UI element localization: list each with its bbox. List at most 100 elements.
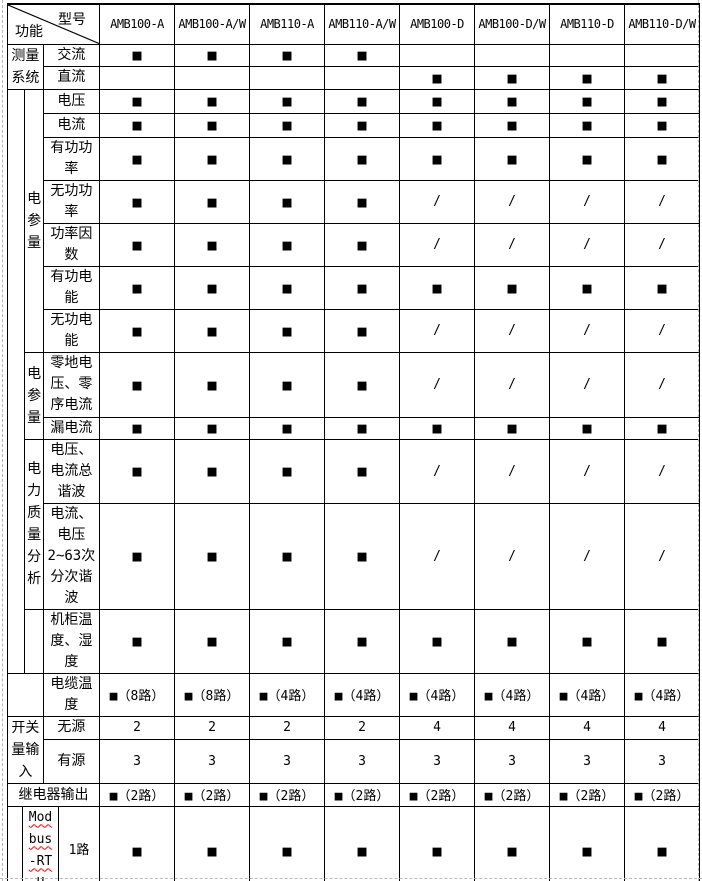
value-cell: ■ — [249, 222, 325, 267]
value-cell: ■ — [474, 265, 550, 310]
value-cell: ■ — [174, 608, 250, 674]
model-header: AMB110-D/W — [624, 3, 700, 45]
row-label: 有功电 能 — [42, 265, 101, 310]
value-cell: ■ — [249, 136, 325, 181]
value-cell: 4 — [624, 715, 700, 740]
value-cell: ■ — [324, 88, 400, 114]
model-header: AMB110-D — [549, 3, 625, 45]
value-cell: ■ — [174, 112, 250, 138]
value-cell: ■ — [249, 502, 325, 610]
table-row: 电缆温 度 ■（8路） ■（8路） ■（4路） ■（4路） ■（4路） ■（4路） ■（4路）… — [7, 672, 700, 717]
value-cell: ■ — [474, 416, 550, 440]
value-cell: ■（8路） — [174, 672, 250, 717]
value-cell: ■ — [174, 502, 250, 610]
table-row: 无功电 能 ■ ■ ■ ■ / / / / — [8, 308, 700, 353]
value-cell: ■ — [324, 416, 400, 440]
value-cell: ■ — [474, 136, 550, 181]
value-cell: 3 — [324, 738, 400, 784]
value-cell: / — [474, 438, 550, 504]
value-cell: ■ — [624, 608, 700, 674]
value-cell: ■ — [249, 88, 325, 114]
table-row: 直流 ■ ■ ■ ■ — [8, 66, 700, 90]
value-cell: / — [399, 308, 475, 353]
value-cell: ■ — [549, 608, 625, 674]
value-cell: / — [624, 351, 700, 418]
row-label: 直流 — [42, 66, 101, 90]
value-cell: ■ — [399, 136, 475, 181]
row-label: 电缆温 度 — [42, 672, 101, 717]
value-cell: ■ — [474, 805, 550, 881]
corner-cell: 型号 功能 — [7, 3, 100, 45]
value-cell: ■ — [474, 88, 550, 114]
value-cell: ■ — [324, 608, 400, 674]
value-cell: ■ — [324, 136, 400, 181]
row-label: 有功功 率 — [42, 136, 101, 181]
model-header: AMB100-A/W — [174, 3, 250, 45]
value-cell: ■ — [624, 265, 700, 310]
row-label: 无源 — [42, 715, 101, 740]
value-cell: ■ — [249, 438, 325, 504]
table-row: 功率因 数 ■ ■ ■ ■ / / / / — [8, 222, 700, 267]
value-cell: ■ — [549, 88, 625, 114]
spacer-cell — [9, 807, 23, 881]
value-cell: ■ — [249, 112, 325, 138]
value-cell: ■（2路） — [474, 782, 550, 807]
value-cell: 2 — [174, 715, 250, 740]
narrow-label — [6, 88, 26, 674]
value-cell: ■ — [99, 179, 175, 224]
value-cell: ■ — [399, 66, 475, 90]
table-row: 开关 量输 入无源 2 2 2 2 4 4 4 4 — [7, 715, 700, 784]
table-row: 有功电 能 ■ ■ ■ ■ ■ ■ ■ ■ — [8, 265, 700, 310]
value-cell: ■ — [474, 66, 550, 90]
value-cell: / — [624, 502, 700, 610]
model-header: AMB110-A — [249, 3, 325, 45]
row-label: 机柜温 度、湿 度 — [42, 608, 101, 674]
value-cell: ■ — [624, 416, 700, 440]
value-cell: / — [624, 308, 700, 353]
table-row: 电 参 量电压 ■ ■ ■ ■ ■ ■ ■ ■ — [6, 88, 700, 674]
value-cell: ■ — [624, 66, 700, 90]
value-cell: ■ — [324, 179, 400, 224]
row-label: 无功电 能 — [42, 308, 101, 353]
corner-function-label: 功能 — [15, 23, 43, 40]
row-label: 电压 — [42, 88, 101, 114]
value-cell: ■ — [249, 351, 325, 418]
table-row: 继电器输出 ■（2路） ■（2路） ■（2路） ■（2路） ■（2路） ■（2路） ■（2路）… — [7, 782, 700, 807]
value-cell: ■（4路） — [249, 672, 325, 717]
value-cell: ■ — [174, 136, 250, 181]
table-row: 电流 ■ ■ ■ ■ ■ ■ ■ ■ — [8, 112, 700, 138]
value-cell: / — [474, 308, 550, 353]
value-cell: 3 — [474, 738, 550, 784]
value-cell — [99, 66, 175, 90]
value-cell: ■ — [174, 805, 250, 881]
table-gridline-left — [2, 0, 3, 881]
row-label: 电压、 电流总 谐波 — [42, 438, 101, 504]
value-cell: ■（2路） — [624, 782, 700, 807]
value-cell: ■ — [399, 88, 475, 114]
value-cell: ■ — [249, 43, 325, 67]
value-cell: ■ — [549, 136, 625, 181]
value-cell: ■（2路） — [399, 782, 475, 807]
value-cell: ■（4路） — [474, 672, 550, 717]
value-cell: ■ — [249, 179, 325, 224]
value-cell: ■（4路） — [624, 672, 700, 717]
table-row: 有源 3 3 3 3 3 3 3 3 — [8, 738, 700, 784]
value-cell: ■ — [174, 222, 250, 267]
value-cell: / — [399, 502, 475, 610]
row-label: 功率因 数 — [42, 222, 101, 267]
value-cell: ■ — [474, 112, 550, 138]
value-cell: ■ — [99, 112, 175, 138]
value-cell: 4 — [399, 715, 475, 740]
value-cell: ■（2路） — [249, 782, 325, 807]
value-cell: ■ — [549, 112, 625, 138]
value-cell: 2 — [324, 715, 400, 740]
value-cell: ■ — [399, 265, 475, 310]
value-cell: 2 — [99, 715, 175, 740]
value-cell: 3 — [624, 738, 700, 784]
section-label: 测量 系统 — [7, 43, 44, 90]
row-label: 交流 — [42, 43, 101, 67]
value-cell: 3 — [174, 738, 250, 784]
table-row: Mod bus -RT U1路■■■■■■■■ — [7, 805, 700, 881]
row-label: 无功功 率 — [42, 179, 101, 224]
